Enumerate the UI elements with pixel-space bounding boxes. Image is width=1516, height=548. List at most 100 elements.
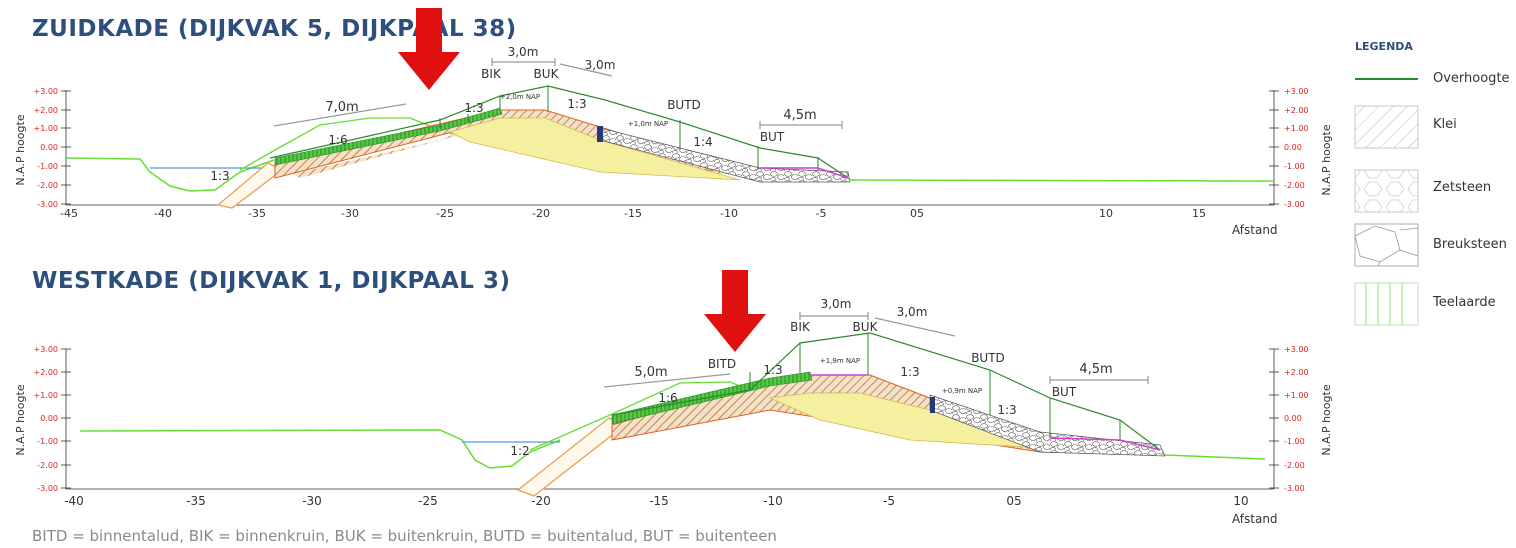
slope-label: 1:6 [328, 133, 347, 147]
x-tick-label: -10 [720, 207, 738, 220]
x-tick-label: -5 [883, 494, 895, 508]
point-label: BUT [1052, 385, 1077, 399]
x-tick-label: -20 [531, 494, 551, 508]
y-tick-label: +3.00 [1284, 87, 1309, 96]
point-label: BUTD [971, 351, 1005, 365]
point-label: BUTD [667, 98, 701, 112]
y-tick-label: -2.00 [1284, 181, 1305, 190]
dim-label: 3,0m [585, 58, 616, 72]
y-tick-label: +2.00 [33, 106, 58, 115]
point-label: BUT [760, 130, 785, 144]
point-label: BUK [853, 320, 879, 334]
y-axis-label: N.A.P hoogte [1320, 124, 1333, 195]
legend-item-zetsteen: Zetsteen [1433, 180, 1492, 195]
y-tick-label: +2.00 [1284, 368, 1309, 377]
y-tick-label: -1.00 [37, 162, 58, 171]
dim-label: 3,0m [897, 305, 928, 319]
x-tick-label: 15 [1192, 207, 1206, 220]
y-tick-label: +3.00 [33, 345, 58, 354]
x-tick-label: 10 [1233, 494, 1248, 508]
y-tick-label: 0.00 [1284, 414, 1302, 423]
point-label: BUK [534, 67, 560, 81]
slope-label: 1:4 [693, 135, 712, 149]
x-tick-label: -15 [624, 207, 642, 220]
x-tick-label: -35 [186, 494, 206, 508]
x-axis-label: Afstand [1232, 512, 1278, 526]
x-tick-label: -25 [418, 494, 438, 508]
y-tick-label: -2.00 [37, 461, 58, 470]
section2-profile [61, 312, 1279, 497]
slope-label: 1:3 [997, 403, 1016, 417]
legend-swatches [1354, 78, 1419, 326]
y-tick-label: -3.00 [37, 200, 58, 209]
slope-label: 1:2 [510, 444, 529, 458]
legend-item-klei: Klei [1433, 117, 1457, 132]
section2-axis-ticks [61, 348, 1279, 489]
y-axis-label: N.A.P hoogte [14, 384, 27, 455]
y-tick-label: 0.00 [40, 414, 58, 423]
y-axis-label: N.A.P hoogte [1320, 384, 1333, 455]
footer-abbreviations: BITD = binnentalud, BIK = binnenkruin, B… [32, 527, 777, 545]
dim-label: 3,0m [508, 45, 539, 59]
x-tick-label: -30 [302, 494, 322, 508]
arrow-icon-1 [398, 8, 460, 90]
y-tick-label: -1.00 [1284, 437, 1305, 446]
x-tick-label: -10 [763, 494, 783, 508]
x-axis-label: Afstand [1232, 223, 1278, 237]
dim-label: 4,5m [783, 108, 816, 123]
x-tick-label: -30 [341, 207, 359, 220]
x-tick-label: -15 [649, 494, 669, 508]
level-label: +0,9m NAP [942, 387, 982, 395]
x-tick-label: 05 [910, 207, 924, 220]
y-tick-label: +1.00 [1284, 391, 1309, 400]
slope-label: 1:6 [658, 391, 677, 405]
x-tick-label: 05 [1006, 494, 1021, 508]
slope-label: 1:3 [900, 365, 919, 379]
y-tick-label: +1.00 [1284, 124, 1309, 133]
dim-label: 5,0m [634, 365, 667, 380]
y-axis-label: N.A.P hoogte [14, 114, 27, 185]
y-tick-label: -3.00 [1284, 484, 1305, 493]
y-tick-label: +1.00 [33, 124, 58, 133]
level-label: +2,0m NAP [500, 93, 540, 101]
slope-label: 1:3 [567, 97, 586, 111]
level-label: +1,9m NAP [820, 357, 860, 365]
slope-label: 1:3 [210, 169, 229, 183]
y-tick-label: 0.00 [1284, 143, 1302, 152]
section2-title: WESTKADE (DIJKVAK 1, DIJKPAAL 3) [32, 268, 511, 294]
dim-label: 3,0m [821, 297, 852, 311]
x-tick-label: 10 [1099, 207, 1113, 220]
arrow-icon-2 [704, 270, 766, 352]
x-tick-label: -45 [60, 207, 78, 220]
y-tick-label: 0.00 [40, 143, 58, 152]
point-label: BITD [708, 357, 736, 371]
dim-label: 4,5m [1079, 362, 1112, 377]
section1-axis-ticks [61, 90, 1279, 205]
y-tick-label: -2.00 [1284, 461, 1305, 470]
y-tick-label: +1.00 [33, 391, 58, 400]
y-tick-label: +3.00 [1284, 345, 1309, 354]
x-tick-label: -25 [436, 207, 454, 220]
legend-item-teelaarde: Teelaarde [1433, 295, 1496, 310]
y-tick-label: -1.00 [37, 437, 58, 446]
x-tick-label: -5 [816, 207, 827, 220]
section1-profile [61, 58, 1279, 209]
y-tick-label: -1.00 [1284, 162, 1305, 171]
slope-label: 1:3 [464, 101, 483, 115]
point-label: BIK [790, 320, 811, 334]
x-tick-label: -35 [248, 207, 266, 220]
y-tick-label: +2.00 [1284, 106, 1309, 115]
x-tick-label: -40 [154, 207, 172, 220]
y-tick-label: -2.00 [37, 181, 58, 190]
y-tick-label: -3.00 [37, 484, 58, 493]
legend-title: LEGENDA [1355, 40, 1413, 53]
y-tick-label: -3.00 [1284, 200, 1305, 209]
dim-label: 7,0m [325, 100, 358, 115]
x-tick-label: -40 [64, 494, 84, 508]
legend-item-overhoogte: Overhoogte [1433, 71, 1510, 86]
level-label: +1,0m NAP [628, 120, 668, 128]
y-tick-label: +2.00 [33, 368, 58, 377]
x-tick-label: -20 [532, 207, 550, 220]
point-label: BIK [481, 67, 502, 81]
